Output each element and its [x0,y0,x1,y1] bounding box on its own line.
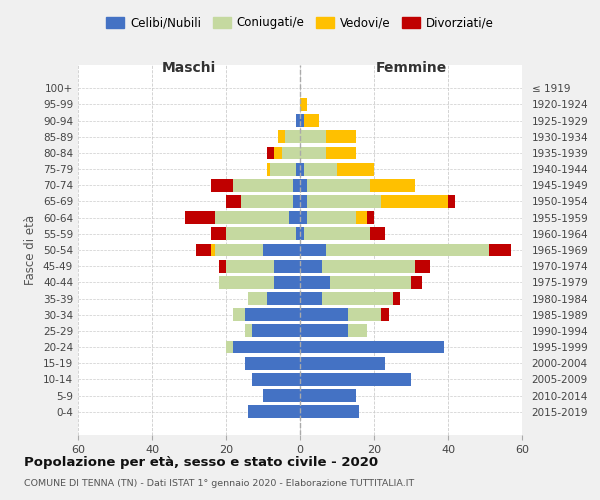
Bar [367,211,374,224]
Bar [211,228,226,240]
Bar [448,195,455,208]
Bar [326,146,355,160]
Bar [300,389,355,402]
Bar [300,162,304,175]
Bar [300,324,348,338]
Text: Femmine: Femmine [376,62,446,76]
Bar [348,308,382,321]
Bar [252,324,300,338]
Bar [300,340,444,353]
Bar [185,211,215,224]
Bar [226,260,274,272]
Bar [274,260,300,272]
Text: Popolazione per età, sesso e stato civile - 2020: Popolazione per età, sesso e stato civil… [24,456,378,469]
Bar [322,292,392,305]
Bar [348,324,367,338]
Bar [329,276,411,289]
Bar [233,340,300,353]
Bar [304,162,337,175]
Bar [293,195,300,208]
Bar [289,211,300,224]
Bar [300,228,304,240]
Bar [233,308,245,321]
Bar [274,146,281,160]
Bar [274,276,300,289]
Bar [307,179,370,192]
Bar [300,211,307,224]
Bar [300,195,307,208]
Bar [300,179,307,192]
Bar [307,195,382,208]
Bar [300,308,348,321]
Bar [488,244,511,256]
Bar [304,228,370,240]
Bar [226,195,241,208]
Bar [300,130,326,143]
Bar [241,195,293,208]
Bar [218,260,226,272]
Bar [233,179,293,192]
Bar [307,211,355,224]
Text: Maschi: Maschi [162,62,216,76]
Bar [300,276,329,289]
Bar [267,146,274,160]
Bar [271,162,296,175]
Bar [382,308,389,321]
Bar [211,179,233,192]
Bar [266,292,300,305]
Legend: Celibi/Nubili, Coniugati/e, Vedovi/e, Divorziati/e: Celibi/Nubili, Coniugati/e, Vedovi/e, Di… [101,12,499,34]
Bar [278,130,285,143]
Bar [300,373,411,386]
Bar [252,373,300,386]
Bar [355,211,367,224]
Bar [300,146,326,160]
Bar [245,324,252,338]
Bar [326,244,488,256]
Bar [337,162,374,175]
Bar [370,179,415,192]
Bar [300,356,385,370]
Bar [266,162,271,175]
Bar [296,114,300,127]
Bar [392,292,400,305]
Bar [415,260,430,272]
Bar [304,114,319,127]
Bar [218,276,274,289]
Bar [226,340,233,353]
Bar [215,244,263,256]
Bar [196,244,211,256]
Bar [248,292,266,305]
Bar [263,389,300,402]
Bar [296,228,300,240]
Y-axis label: Fasce di età: Fasce di età [25,215,37,285]
Bar [263,244,300,256]
Bar [300,114,304,127]
Bar [322,260,415,272]
Bar [226,228,296,240]
Bar [285,130,300,143]
Text: COMUNE DI TENNA (TN) - Dati ISTAT 1° gennaio 2020 - Elaborazione TUTTITALIA.IT: COMUNE DI TENNA (TN) - Dati ISTAT 1° gen… [24,479,414,488]
Bar [248,405,300,418]
Bar [370,228,385,240]
Bar [296,162,300,175]
Bar [382,195,448,208]
Bar [411,276,422,289]
Bar [211,244,215,256]
Bar [281,146,300,160]
Bar [245,356,300,370]
Bar [326,130,355,143]
Bar [300,244,326,256]
Bar [300,98,307,111]
Bar [293,179,300,192]
Bar [300,292,322,305]
Bar [300,405,359,418]
Bar [245,308,300,321]
Bar [215,211,289,224]
Bar [300,260,322,272]
